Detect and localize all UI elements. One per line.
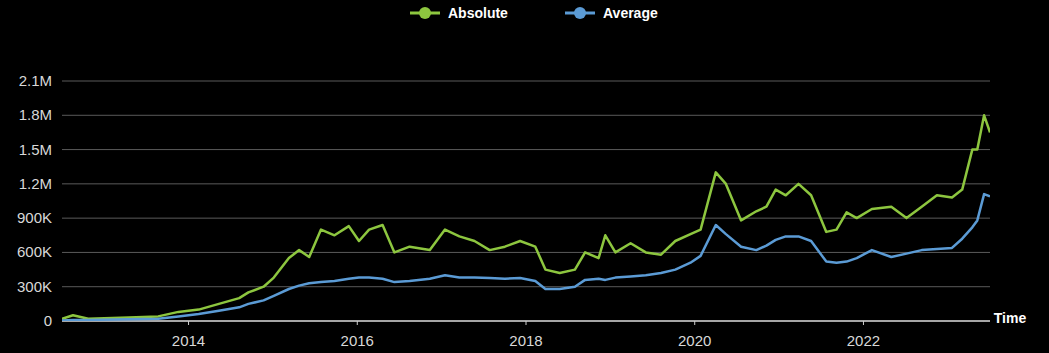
y-tick-label: 600K [17, 243, 52, 260]
x-axis-label: Time [994, 310, 1027, 326]
y-tick-label: 900K [17, 209, 52, 226]
grid-line [62, 252, 990, 253]
x-tick-label: 2022 [847, 332, 880, 349]
legend: Absolute Average [410, 5, 658, 21]
grid-line [62, 149, 990, 150]
legend-marker [574, 7, 586, 19]
grid-line [62, 115, 990, 116]
y-tick-label: 2.1M [19, 72, 52, 89]
series-line [62, 115, 990, 318]
y-tick-label: 1.8M [19, 106, 52, 123]
x-tick-label: 2020 [678, 332, 711, 349]
y-tick-label: 0 [44, 312, 52, 329]
x-tick [694, 321, 695, 325]
x-tick [188, 321, 189, 325]
x-tick-label: 2014 [172, 332, 205, 349]
x-tick-label: 2018 [509, 332, 542, 349]
y-tick-label: 1.2M [19, 175, 52, 192]
grid-line [62, 81, 990, 82]
series-line [62, 194, 990, 320]
plot-area [62, 115, 990, 320]
y-tick-label: 1.5M [19, 141, 52, 158]
x-tick [863, 321, 864, 325]
legend-label: Absolute [448, 5, 508, 21]
chart: 0 300K 600K 900K 1.2M 1.5M 1.8M 2.1M 2014 2016 201… [0, 0, 1049, 353]
legend-marker [419, 7, 431, 19]
x-tick-label: 2016 [341, 332, 374, 349]
grid-line [62, 218, 990, 219]
legend-label: Average [603, 5, 658, 21]
grid-line [62, 286, 990, 287]
x-tick [526, 321, 527, 325]
y-tick-label: 300K [17, 278, 52, 295]
grid-line [62, 183, 990, 184]
x-tick [357, 321, 358, 325]
